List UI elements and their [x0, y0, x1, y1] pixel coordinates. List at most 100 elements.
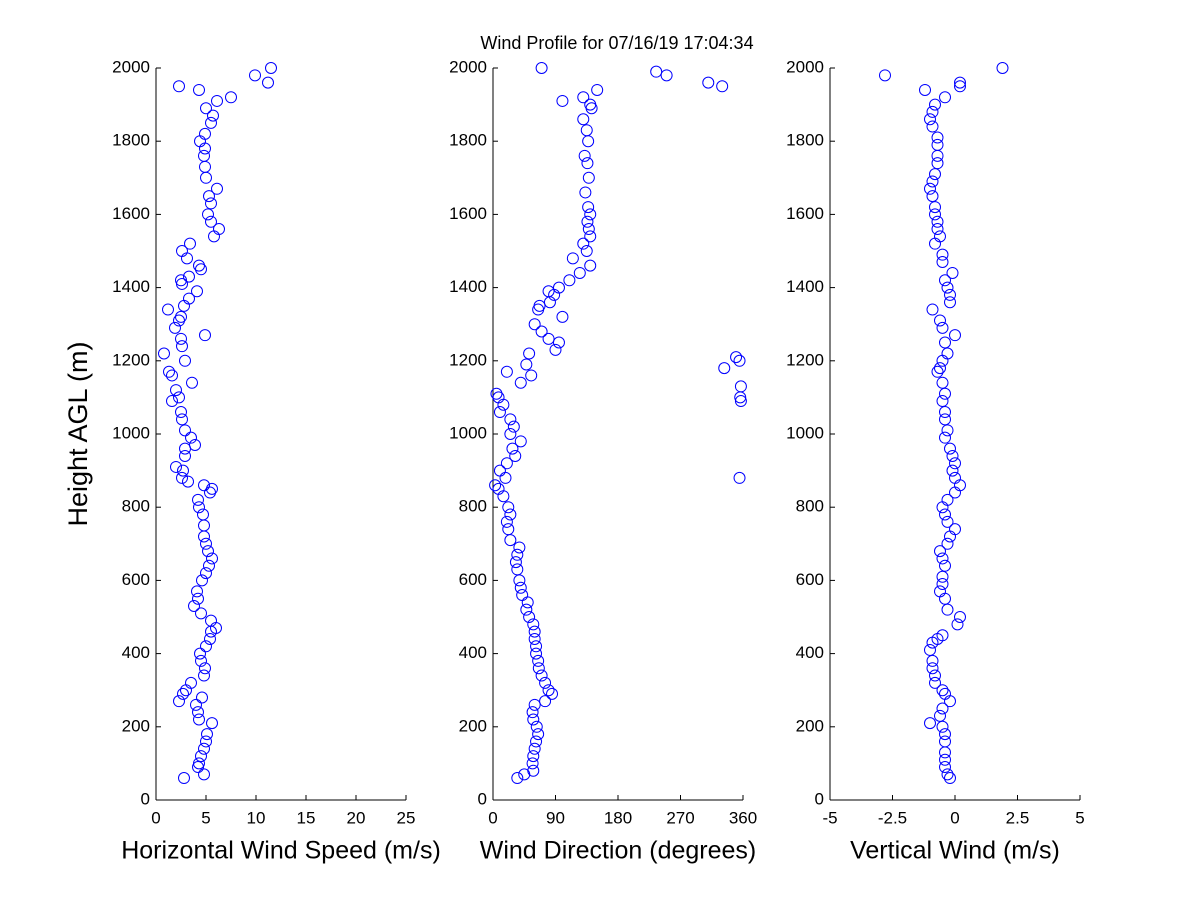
data-point: [954, 80, 966, 93]
y-tick-label: 200: [796, 716, 824, 735]
data-point: [535, 325, 548, 338]
data-point: [951, 618, 964, 631]
data-point: [931, 131, 944, 144]
data-point: [939, 687, 951, 700]
y-tick-label: 800: [122, 497, 150, 516]
data-point: [941, 493, 954, 506]
data-point: [192, 493, 204, 506]
data-point: [191, 585, 203, 598]
data-point: [946, 449, 959, 462]
data-point: [173, 80, 185, 93]
data-point: [566, 252, 579, 265]
data-point: [936, 684, 949, 697]
y-tick-label: 1800: [112, 131, 150, 150]
data-point: [173, 695, 185, 708]
data-point: [196, 574, 208, 587]
data-point: [939, 761, 951, 774]
data-point: [504, 413, 517, 426]
data-point: [931, 138, 944, 151]
data-point: [552, 336, 565, 349]
data-point: [954, 76, 966, 89]
data-point: [660, 69, 673, 82]
data-point: [563, 274, 576, 287]
data-point: [525, 369, 538, 382]
data-point: [926, 662, 939, 675]
data-point: [194, 647, 206, 660]
data-point: [205, 614, 217, 627]
x-axis-label: Horizontal Wind Speed (m/s): [121, 837, 441, 865]
data-point: [166, 395, 178, 408]
data-point: [939, 728, 951, 741]
x-tick-label: 0: [488, 808, 497, 827]
data-point: [191, 285, 203, 298]
y-tick-label: 600: [459, 570, 487, 589]
data-point: [201, 728, 213, 741]
data-point: [944, 772, 956, 785]
data-point: [556, 310, 569, 323]
data-point: [490, 387, 503, 400]
data-point: [716, 80, 729, 93]
data-point: [509, 556, 522, 569]
data-point: [582, 201, 595, 214]
y-tick-label: 600: [796, 570, 824, 589]
data-point: [926, 303, 939, 316]
data-point: [199, 127, 211, 140]
data-point: [934, 545, 946, 558]
data-point: [556, 94, 569, 107]
data-point: [577, 91, 590, 104]
data-point: [206, 717, 218, 730]
data-point: [546, 687, 559, 700]
data-point: [516, 589, 529, 602]
data-point: [188, 600, 200, 613]
data-point: [929, 168, 941, 181]
data-point: [200, 102, 212, 115]
data-point: [580, 124, 593, 137]
data-point: [734, 380, 747, 393]
data-point: [200, 735, 212, 748]
y-tick-label: 1400: [449, 277, 487, 296]
data-point: [926, 190, 939, 203]
y-tick-label: 1000: [112, 423, 150, 442]
y-tick-label: 400: [122, 643, 150, 662]
y-tick-label: 400: [459, 643, 487, 662]
data-point: [944, 442, 956, 455]
chart-title: Wind Profile for 07/16/19 17:04:34: [480, 33, 753, 53]
data-point: [511, 772, 524, 785]
data-point: [506, 442, 519, 455]
data-point: [189, 438, 201, 451]
data-point: [502, 501, 515, 514]
data-point: [539, 676, 552, 689]
data-point: [203, 559, 215, 572]
data-point: [528, 632, 541, 645]
data-point: [535, 669, 548, 682]
data-point: [202, 208, 214, 221]
y-tick-label: 0: [141, 789, 150, 808]
y-tick-label: 1800: [786, 131, 824, 150]
data-point: [936, 702, 949, 715]
x-tick-label: 0: [950, 808, 959, 827]
data-point: [193, 501, 205, 514]
data-point: [926, 175, 939, 188]
x-tick-label: 15: [297, 808, 316, 827]
data-point: [262, 76, 274, 89]
data-point: [500, 457, 513, 470]
data-point: [939, 753, 951, 766]
data-point: [198, 149, 210, 162]
data-point: [650, 65, 663, 78]
data-point: [200, 567, 212, 580]
data-point: [520, 358, 533, 371]
data-point: [175, 310, 187, 323]
data-point: [941, 515, 954, 528]
data-point: [170, 384, 182, 397]
data-point: [530, 720, 543, 733]
data-point: [193, 259, 205, 272]
data-point: [185, 431, 197, 444]
data-point: [530, 735, 543, 748]
data-point: [946, 464, 959, 477]
data-point: [577, 237, 590, 250]
data-point: [183, 292, 195, 305]
data-point: [552, 281, 565, 294]
data-point: [198, 479, 210, 492]
data-point: [941, 347, 954, 360]
